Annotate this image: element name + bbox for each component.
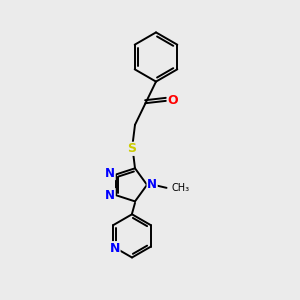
Text: CH₃: CH₃ <box>171 183 189 193</box>
Text: N: N <box>105 167 115 180</box>
Text: N: N <box>147 178 157 191</box>
Text: N: N <box>105 189 115 202</box>
Text: O: O <box>167 94 178 107</box>
Text: S: S <box>128 142 136 155</box>
Text: N: N <box>110 242 120 255</box>
